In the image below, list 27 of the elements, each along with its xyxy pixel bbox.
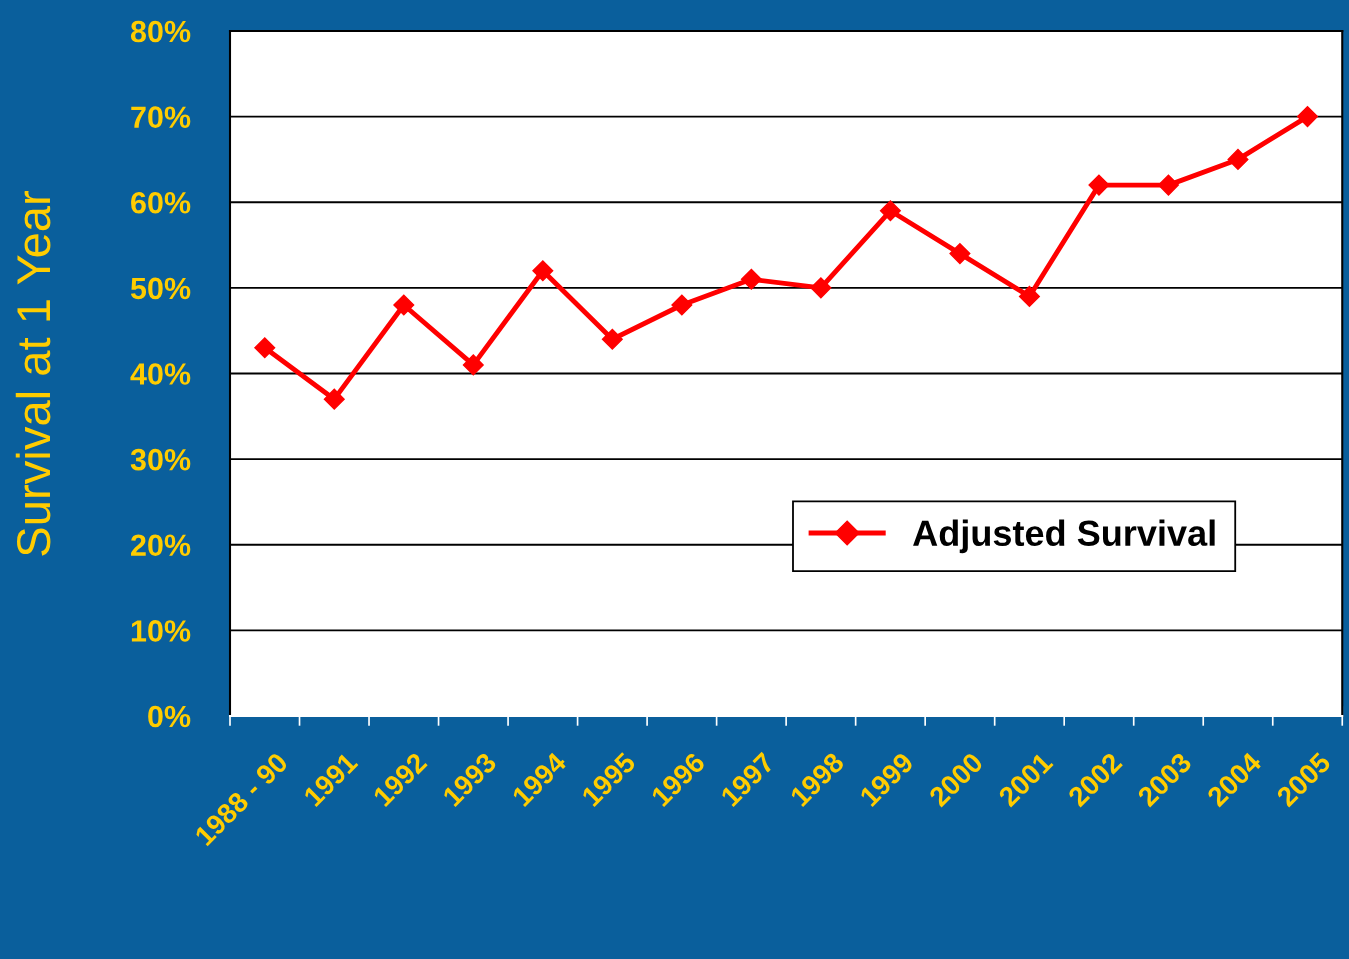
y-tick-label: 10% <box>131 620 191 642</box>
point <box>254 337 276 359</box>
point <box>462 354 484 376</box>
y-tick-label: 30% <box>130 448 191 471</box>
y-tick-label: 20% <box>131 534 191 557</box>
point <box>671 294 693 316</box>
point <box>1157 174 1179 196</box>
y-tick-label: 50% <box>130 277 191 300</box>
point <box>323 388 345 410</box>
point <box>601 328 623 350</box>
point <box>1018 285 1040 307</box>
point <box>532 260 554 282</box>
point <box>393 294 415 316</box>
point <box>740 268 762 290</box>
y-tick-label: 0% <box>148 705 191 728</box>
y-tick-label: 60% <box>131 191 191 214</box>
point <box>1088 174 1110 196</box>
y-axis-title: Survival at 1 Year <box>15 191 51 556</box>
point <box>879 200 901 222</box>
point <box>810 277 832 299</box>
point <box>1296 106 1319 128</box>
point <box>949 243 971 265</box>
y-tick-label: 80% <box>130 20 191 43</box>
y-tick-label: 70% <box>131 106 191 128</box>
y-tick-label: 40% <box>130 363 191 385</box>
legend-label: Adjusted Survival <box>913 519 1215 554</box>
point <box>1227 148 1249 170</box>
